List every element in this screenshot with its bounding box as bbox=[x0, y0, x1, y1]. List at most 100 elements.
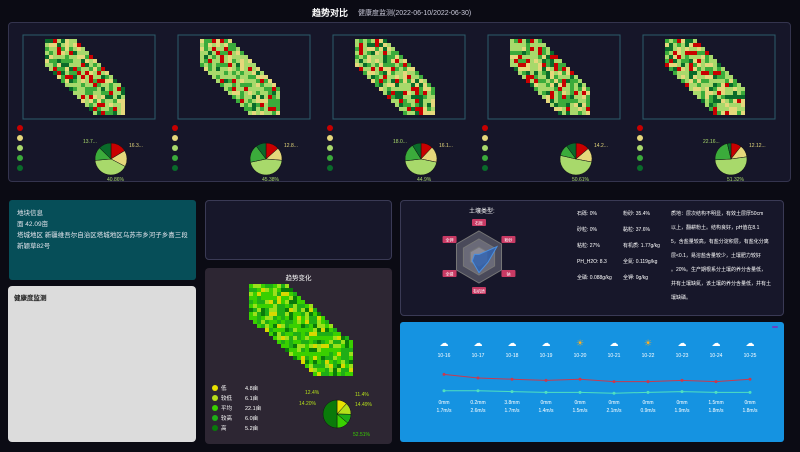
switch-button[interactable] bbox=[772, 326, 778, 328]
temp-header bbox=[214, 209, 271, 223]
weather-date: 10-23 bbox=[675, 353, 689, 359]
radar-label: 粉砂 bbox=[504, 237, 512, 243]
weather-wind: 1.8m/s bbox=[708, 408, 724, 414]
legend-row bbox=[637, 133, 665, 143]
radar-label-tag bbox=[472, 287, 486, 294]
legend-dot bbox=[482, 145, 488, 151]
plot-info-panel: 地块信息 面 42.09亩 塔城地区 新疆维吾尔自治区塔城地区乌苏市乡河子乡喜三… bbox=[9, 200, 196, 280]
accumulated-temp-panel bbox=[205, 200, 392, 260]
health-cell bbox=[102, 382, 131, 396]
health-cell bbox=[102, 354, 131, 368]
legend-row bbox=[637, 143, 665, 153]
ndvi-map bbox=[355, 39, 435, 115]
legend-dot bbox=[172, 135, 178, 141]
change-legend-value: 22.1亩 bbox=[245, 404, 262, 412]
period-legend bbox=[327, 123, 355, 173]
trend-comparison-panel: 13.7... 16.3... 40.86% 12.8... 45.38% 18.0.… bbox=[8, 22, 791, 183]
weather-date: 10-21 bbox=[607, 353, 621, 359]
trend-period-2022-06-20: 18.0... 16.1... 44.9% bbox=[325, 23, 475, 183]
health-cell bbox=[73, 354, 102, 368]
pie-label-bottom: 44.9% bbox=[417, 177, 432, 183]
legend-row bbox=[17, 163, 45, 173]
map-frame bbox=[642, 34, 776, 120]
change-ndvi-map bbox=[249, 284, 353, 376]
legend-row bbox=[172, 163, 200, 173]
pie-label-right: 12.12... bbox=[749, 143, 766, 149]
soil-desc-line: 壤缺磷。 bbox=[671, 294, 691, 301]
soil-desc-line: 层<0.1，易溶盐含量较少，土壤肥力较好 bbox=[671, 252, 761, 259]
page-header: 趋势对比 健康度监测(2022-06-10/2022-06-30) bbox=[0, 0, 800, 20]
change-legend-dot bbox=[212, 425, 218, 431]
legend-dot bbox=[327, 145, 333, 151]
legend-dot bbox=[17, 125, 23, 131]
trend-pie-slice-2 bbox=[94, 158, 126, 176]
cloud-icon: ☁ bbox=[711, 338, 721, 348]
soil-panel: 土壤类型: 石砾 粉砂钠有机质 全磷 全钾 石砾: 0% 粉砂: 35.4% 砂粒: 0% 黏粒… bbox=[400, 200, 784, 316]
soil-stat: 粘粒: 27% bbox=[577, 242, 600, 249]
period-legend bbox=[482, 123, 510, 173]
legend-row bbox=[327, 123, 355, 133]
high-temp-point bbox=[680, 378, 684, 382]
weather-wind: 1.4m/s bbox=[538, 408, 554, 414]
ndvi-map bbox=[200, 39, 280, 115]
health-cell bbox=[43, 382, 72, 396]
pie-label-bottom: 50.61% bbox=[572, 177, 590, 183]
change-legend-label: 高 bbox=[221, 424, 227, 432]
legend-dot bbox=[482, 155, 488, 161]
low-temp-point bbox=[510, 390, 514, 394]
table-row bbox=[14, 340, 190, 354]
health-cell bbox=[43, 354, 72, 368]
pie-label-bottom: 45.38% bbox=[262, 177, 280, 183]
cloud-icon: ☁ bbox=[609, 338, 619, 348]
radar-label: 有机质 bbox=[473, 288, 485, 294]
low-temp-point bbox=[544, 390, 548, 394]
legend-row bbox=[17, 153, 45, 163]
trend-period-2022-06-30: 22.16... 12.12... 51.32% bbox=[635, 23, 785, 183]
pie-label-right: 16.1... bbox=[439, 143, 453, 149]
legend-dot bbox=[172, 155, 178, 161]
weather-wind: 1.7m/s bbox=[504, 408, 520, 414]
radar-label-tag bbox=[442, 270, 457, 277]
health-cell bbox=[131, 382, 160, 396]
weather-wind: 2.6m/s bbox=[470, 408, 486, 414]
legend-dot bbox=[172, 145, 178, 151]
high-temp-point bbox=[714, 380, 718, 384]
change-legend-dot bbox=[212, 385, 218, 391]
health-cell bbox=[161, 368, 190, 382]
weather-wind: 1.7m/s bbox=[436, 408, 452, 414]
change-pie-label: 14.49% bbox=[355, 402, 373, 408]
change-legend-dot bbox=[212, 395, 218, 401]
change-legend-value: 6.0亩 bbox=[245, 414, 259, 422]
period-legend bbox=[637, 123, 665, 173]
change-legend-value: 4.8亩 bbox=[245, 384, 259, 392]
soil-desc-line: 5，含盐量较高，有盐分淀积层，有盐化分离 bbox=[671, 238, 769, 245]
soil-stat: 粉砂: 35.4% bbox=[623, 210, 651, 217]
high-temp-point bbox=[476, 376, 480, 380]
trend-pie-slice-4 bbox=[727, 142, 732, 160]
plot-info-area: 面 42.09亩 bbox=[17, 221, 49, 228]
cloud-icon: ☁ bbox=[439, 338, 449, 348]
high-temp-point bbox=[578, 377, 582, 381]
weather-date: 10-25 bbox=[743, 353, 757, 359]
weather-rain: 0mm bbox=[642, 400, 654, 406]
weather-rain: 0mm bbox=[608, 400, 620, 406]
soil-stat: 黏粒: 37.6% bbox=[623, 226, 651, 233]
health-table bbox=[14, 312, 190, 396]
legend-row bbox=[17, 133, 45, 143]
table-row bbox=[214, 223, 384, 235]
health-cell bbox=[73, 340, 102, 354]
weather-date: 10-24 bbox=[709, 353, 723, 359]
legend-row bbox=[482, 163, 510, 173]
health-header bbox=[102, 312, 131, 326]
health-cell bbox=[43, 368, 72, 382]
map-frame bbox=[177, 34, 311, 120]
health-cell bbox=[43, 340, 72, 354]
temp-cell bbox=[327, 235, 384, 247]
legend-dot bbox=[172, 165, 178, 171]
pie-label-bottom: 40.86% bbox=[107, 177, 125, 183]
pie-label-left: 22.16... bbox=[703, 139, 720, 145]
legend-dot bbox=[637, 145, 643, 151]
radar-label-tag bbox=[501, 236, 516, 243]
radar-label-tag bbox=[472, 219, 486, 226]
health-header bbox=[43, 312, 72, 326]
